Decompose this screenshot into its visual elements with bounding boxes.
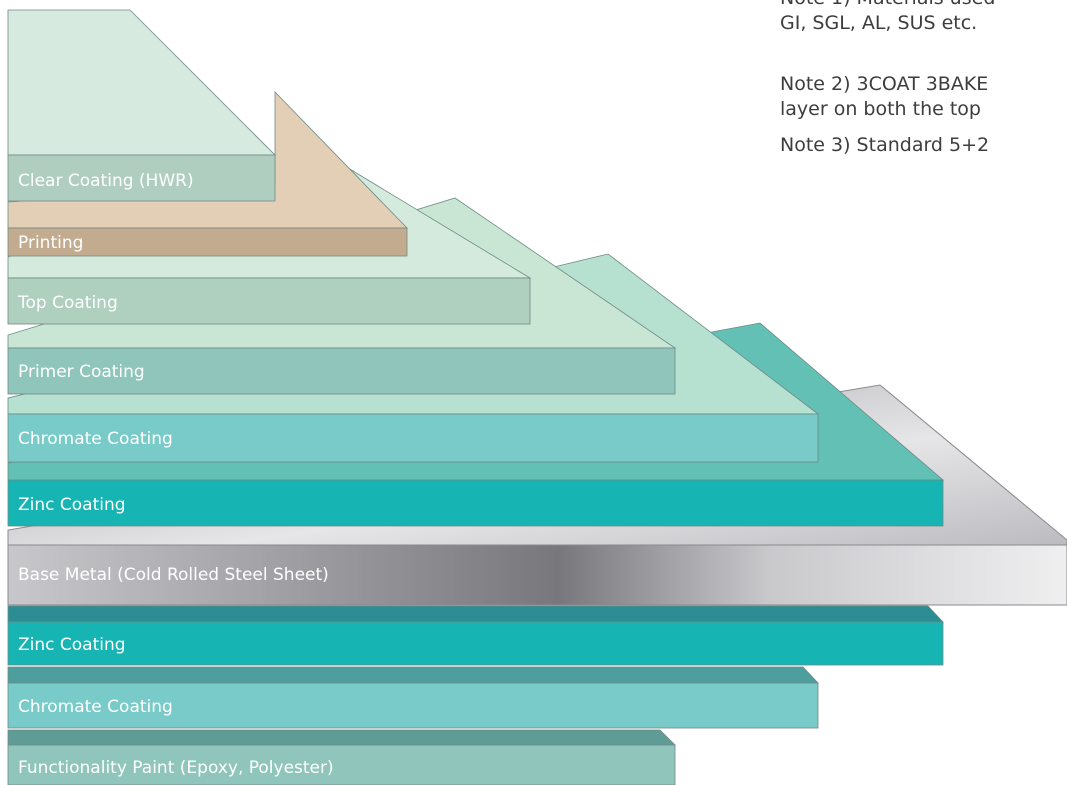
chromate-coating-bottom-edge: [7, 666, 819, 684]
primer-coating-label: Primer Coating: [18, 362, 145, 382]
zinc-coating-top-label: Zinc Coating: [18, 495, 126, 515]
printing-front-face: [7, 227, 408, 257]
zinc-coating-bottom-edge: [7, 605, 944, 623]
top-coating-front-face: [7, 277, 531, 325]
primer-coating-front-face: [7, 347, 676, 395]
note-2-line-2: layer on both the top: [780, 98, 981, 120]
base-metal-front-face: [7, 544, 1067, 606]
zinc-coating-bottom-front-face: [7, 621, 944, 666]
chromate-coating-bottom-front-face: [7, 682, 819, 729]
printing-label: Printing: [18, 233, 83, 253]
functionality-paint-front-face: [7, 744, 676, 785]
chromate-coating-bottom-label: Chromate Coating: [18, 697, 173, 717]
note-1: Note 1) Materials used GI, SGL, AL, SUS …: [780, 0, 995, 36]
functionality-paint-edge: [7, 729, 676, 746]
note-3: Note 3) Standard 5+2: [780, 133, 989, 158]
note-1-line-1: Note 1) Materials used: [780, 0, 995, 11]
zinc-coating-bottom-label: Zinc Coating: [18, 635, 126, 655]
clear-coating-top-face: [7, 9, 276, 156]
note-3-line-1: Note 3) Standard 5+2: [780, 134, 990, 156]
zinc-coating-top-front-face: [7, 479, 944, 527]
chromate-coating-top-label: Chromate Coating: [18, 429, 173, 449]
note-2: Note 2) 3COAT 3BAKE layer on both the to…: [780, 72, 988, 122]
note-2-line-1: Note 2) 3COAT 3BAKE: [780, 73, 989, 95]
clear-coating-label: Clear Coating (HWR): [18, 171, 194, 191]
note-1-line-2: GI, SGL, AL, SUS etc.: [780, 12, 978, 34]
functionality-paint-label: Functionality Paint (Epoxy, Polyester): [18, 758, 334, 778]
chromate-coating-top-front-face: [7, 413, 819, 463]
base-metal-label: Base Metal (Cold Rolled Steel Sheet): [18, 565, 329, 585]
top-coating-label: Top Coating: [17, 293, 118, 313]
clear-coating-front-face: [7, 154, 276, 202]
